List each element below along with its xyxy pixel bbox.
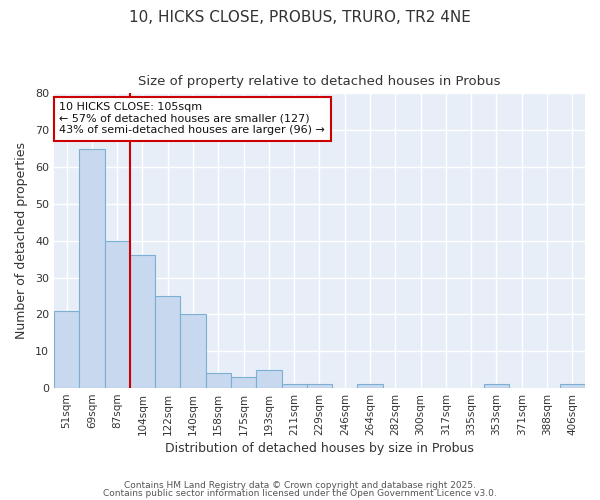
Bar: [79, 148, 104, 388]
Bar: [231, 377, 256, 388]
Title: Size of property relative to detached houses in Probus: Size of property relative to detached ho…: [138, 75, 501, 88]
Text: Contains public sector information licensed under the Open Government Licence v3: Contains public sector information licen…: [103, 488, 497, 498]
Text: 10, HICKS CLOSE, PROBUS, TRURO, TR2 4NE: 10, HICKS CLOSE, PROBUS, TRURO, TR2 4NE: [129, 10, 471, 25]
Bar: [104, 240, 130, 388]
Bar: [358, 384, 383, 388]
Bar: [484, 384, 509, 388]
Bar: [54, 310, 79, 388]
Text: Contains HM Land Registry data © Crown copyright and database right 2025.: Contains HM Land Registry data © Crown c…: [124, 481, 476, 490]
Bar: [256, 370, 281, 388]
Bar: [281, 384, 307, 388]
Bar: [560, 384, 585, 388]
Y-axis label: Number of detached properties: Number of detached properties: [15, 142, 28, 339]
Bar: [181, 314, 206, 388]
Bar: [130, 256, 155, 388]
Bar: [307, 384, 332, 388]
Bar: [206, 374, 231, 388]
Text: 10 HICKS CLOSE: 105sqm
← 57% of detached houses are smaller (127)
43% of semi-de: 10 HICKS CLOSE: 105sqm ← 57% of detached…: [59, 102, 325, 136]
Bar: [155, 296, 181, 388]
X-axis label: Distribution of detached houses by size in Probus: Distribution of detached houses by size …: [165, 442, 474, 455]
